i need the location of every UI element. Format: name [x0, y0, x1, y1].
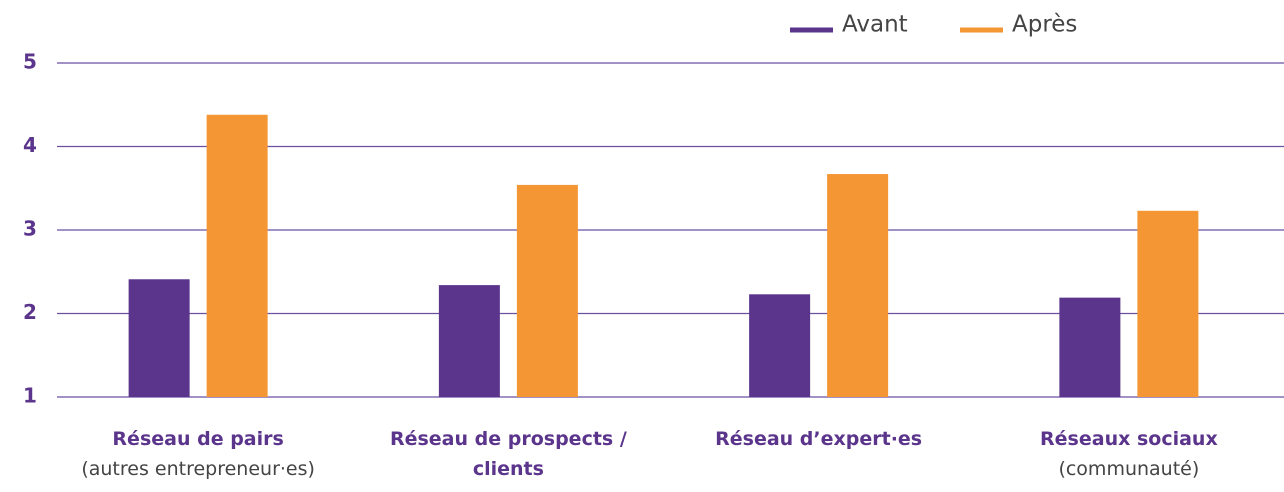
- y-tick-label: 4: [23, 133, 37, 157]
- bar: [438, 285, 500, 397]
- legend-label: Avant: [842, 12, 908, 38]
- category-note: (communauté): [1058, 458, 1200, 480]
- category-name: Réseaux sociaux: [1040, 428, 1218, 450]
- y-tick-label: 2: [23, 300, 37, 324]
- y-tick-label: 1: [23, 384, 37, 408]
- x-tick-label: Réseaux sociaux (communauté): [984, 424, 1274, 484]
- bar: [516, 184, 578, 397]
- bar: [749, 294, 811, 397]
- y-tick-label: 3: [23, 217, 37, 241]
- x-tick-label: Réseau d’expert·es: [674, 424, 964, 454]
- y-tick-label: 5: [23, 50, 37, 74]
- bar: [206, 114, 268, 398]
- bar: [128, 279, 190, 397]
- bar: [1137, 210, 1199, 397]
- category-note: (autres entrepreneur·es): [81, 458, 315, 480]
- x-tick-label: Réseau de pairs (autres entrepreneur·es): [53, 424, 343, 484]
- bar: [827, 174, 889, 397]
- bar: [1059, 297, 1121, 397]
- legend-label: Après: [1012, 12, 1077, 38]
- x-tick-label: Réseau de prospects / clients: [363, 424, 653, 484]
- category-name: Réseau d’expert·es: [715, 428, 923, 450]
- category-name: Réseau de pairs: [112, 428, 284, 450]
- category-name: Réseau de prospects / clients: [389, 428, 627, 480]
